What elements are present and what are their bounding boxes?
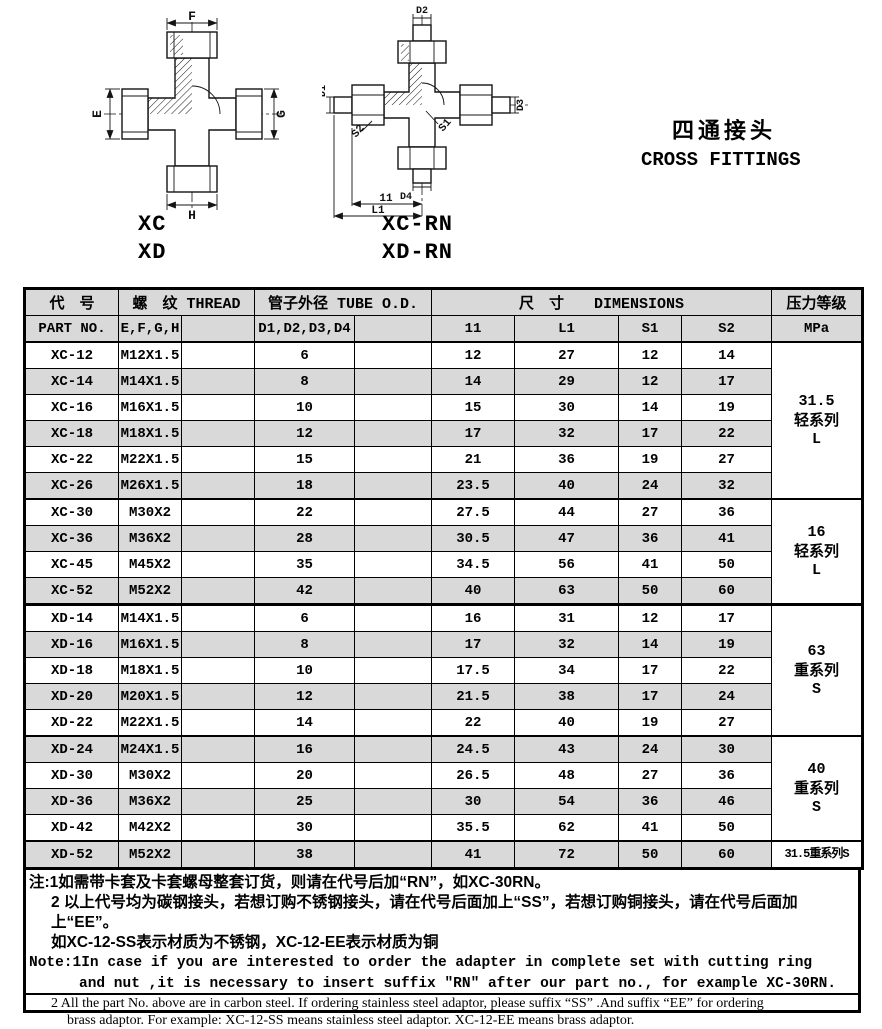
- note-en-2: and nut ,it is necessary to insert suffi…: [79, 976, 837, 992]
- table-row: XC-12 M12X1.5 6 12 27 12 14 31.5 轻系列 L: [24, 341, 864, 500]
- pressure-group-5: 31.5重系列S: [771, 840, 864, 869]
- table-row: XD-24 M24X1.5 16 24.5 43 24 30 40 重系列 S: [24, 735, 864, 842]
- col-header-pressure: 压力等级: [771, 288, 864, 316]
- table-row: XD-36 M36X2 25 30 54 36 46: [24, 788, 863, 815]
- spec-section: 代 号 螺 纹 THREAD 管子外径 TUBE O.D. 尺 寸 DIMENS…: [23, 287, 865, 1028]
- caption-xc-rn: XC-RN: [382, 212, 454, 237]
- col-subheader-part-no: PART NO.: [24, 315, 119, 343]
- col-subheader-d1234: D1,D2,D3,D4: [254, 315, 356, 343]
- dim-label-D1: D1: [322, 85, 329, 97]
- pressure-group-4: 40 重系列 S: [771, 735, 864, 842]
- caption-xd: XD: [138, 240, 167, 265]
- caption-xc: XC: [138, 212, 167, 237]
- page-title-en: CROSS FITTINGS: [641, 149, 801, 171]
- caption-xd-rn: XD-RN: [382, 240, 454, 265]
- dim-label-D2: D2: [416, 6, 428, 17]
- dim-label-D4: D4: [400, 192, 412, 203]
- col-header-thread: 螺 纹 THREAD: [117, 288, 256, 316]
- page-title-zh: 四通接头: [672, 118, 777, 143]
- table-row: XD-42 M42X2 30 35.5 62 41 50: [24, 814, 863, 842]
- table-row: XC-18 M18X1.5 12 17 32 17 22: [24, 420, 863, 447]
- page-bottom-rule: [23, 993, 861, 995]
- table-header-row-2: PART NO. E,F,G,H D1,D2,D3,D4 11 L1 S1 S2…: [24, 315, 864, 343]
- dim-label-H: H: [188, 208, 196, 220]
- col-subheader-s1: S1: [618, 315, 683, 343]
- drawing-cross-fitting-xc-rn: D2 D1 D3 D4 S2 S1 11 L1: [322, 6, 528, 220]
- table-row: XD-52 M52X2 38 41 72 50 60 31.5重系列S: [24, 840, 864, 869]
- table-row: XC-26 M26X1.5 18 23.5 40 24 32: [24, 472, 863, 500]
- note-en-4: brass adaptor. For example: XC-12-SS mea…: [67, 1013, 635, 1028]
- table-row: XD-22 M22X1.5 14 22 40 19 27: [24, 709, 863, 737]
- dim-label-D3: D3: [516, 99, 527, 111]
- notes-box: 注:1如需带卡套及卡套螺母整套订货，则请在代号后加“RN”，如XC-30RN。 …: [23, 870, 861, 1028]
- dim-label-G: G: [274, 110, 289, 118]
- table-row: XD-18 M18X1.5 10 17.5 34 17 22: [24, 657, 863, 684]
- col-header-tube-od: 管子外径 TUBE O.D.: [254, 288, 433, 316]
- fitting-table: 代 号 螺 纹 THREAD 管子外径 TUBE O.D. 尺 寸 DIMENS…: [23, 287, 865, 870]
- col-subheader-s2: S2: [681, 315, 773, 343]
- pressure-group-3: 63 重系列 S: [771, 603, 864, 737]
- pressure-group-1: 31.5 轻系列 L: [771, 341, 864, 500]
- dim-label-L1: L1: [371, 205, 385, 217]
- dim-label-S1: S1: [437, 116, 455, 134]
- note-zh-1: 注:1如需带卡套及卡套螺母整套订货，则请在代号后加“RN”，如XC-30RN。: [29, 874, 550, 891]
- col-subheader-efgh: E,F,G,H: [118, 315, 182, 343]
- col-header-part: 代 号: [24, 288, 119, 316]
- dim-label-F: F: [188, 10, 196, 24]
- table-row: XC-36 M36X2 28 30.5 47 36 41: [24, 525, 863, 552]
- table-row: XC-30 M30X2 22 27.5 44 27 36 16 轻系列 L: [24, 498, 864, 605]
- dim-label-E: E: [90, 110, 105, 118]
- note-zh-3: 如XC-12-SS表示材质为不锈钢，XC-12-EE表示材质为铜: [51, 934, 439, 951]
- col-subheader-l1: 11: [431, 315, 516, 343]
- table-header-row-1: 代 号 螺 纹 THREAD 管子外径 TUBE O.D. 尺 寸 DIMENS…: [24, 288, 864, 316]
- note-zh-2: 2 以上代号均为碳钢接头，若想订购不锈钢接头，请在代号后面加上“SS”，若想订购…: [51, 894, 798, 931]
- table-row: XC-22 M22X1.5 15 21 36 19 27: [24, 446, 863, 473]
- note-en-3: 2 All the part No. above are in carbon s…: [51, 996, 764, 1011]
- drawing-cross-fitting-xc: F H E G: [90, 10, 289, 220]
- note-en-1: Note:1In case if you are interested to o…: [29, 955, 813, 971]
- table-row: XD-20 M20X1.5 12 21.5 38 17 24: [24, 683, 863, 710]
- table-row: XD-16 M16X1.5 8 17 32 14 19: [24, 631, 863, 658]
- table-row: XD-14 M14X1.5 6 16 31 12 17 63 重系列 S: [24, 603, 864, 737]
- col-subheader-L1: L1: [514, 315, 620, 343]
- table-row: XC-45 M45X2 35 34.5 56 41 50: [24, 551, 863, 578]
- col-header-dimensions: 尺 寸 DIMENSIONS: [431, 288, 773, 316]
- table-row: XC-52 M52X2 42 40 63 50 60: [24, 577, 863, 605]
- pressure-group-2: 16 轻系列 L: [771, 498, 864, 605]
- table-row: XC-16 M16X1.5 10 15 30 14 19: [24, 394, 863, 421]
- dim-label-l1: 11: [379, 193, 393, 205]
- table-row: XD-30 M30X2 20 26.5 48 27 36: [24, 762, 863, 789]
- table-row: XC-14 M14X1.5 8 14 29 12 17: [24, 368, 863, 395]
- col-subheader-mpa: MPa: [771, 315, 864, 343]
